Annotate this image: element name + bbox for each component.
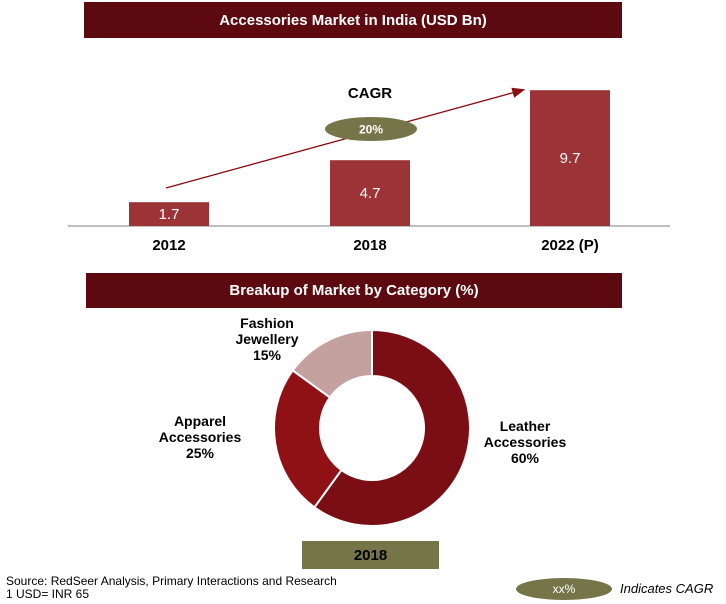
donut-chart: Leather Accessories 60%Apparel Accessories 2…: [159, 315, 567, 527]
donut-label-line: 15%: [253, 347, 282, 363]
source-note: Source: RedSeer Analysis, Primary Intera…: [6, 575, 337, 601]
donut-year-badge: 2018: [302, 541, 439, 569]
bar-chart: 1.7 2012 4.7 2018 9.7 2022 (P) CAGR 20%: [68, 85, 670, 254]
x-tick-label: 2022 (P): [541, 237, 599, 254]
donut-label-line: 25%: [186, 445, 215, 461]
currency-note: 1 USD= INR 65: [6, 587, 90, 601]
donut-label-line: 60%: [511, 450, 540, 466]
source-line: Source: RedSeer Analysis, Primary Intera…: [6, 574, 337, 588]
x-tick-label: 2018: [353, 237, 386, 254]
donut-slice-label: Leather Accessories 60%: [484, 418, 567, 466]
cagr-legend-text: Indicates CAGR: [620, 581, 714, 596]
bar-chart-title: Accessories Market in India (USD Bn): [84, 2, 622, 38]
bar-2018: [330, 160, 410, 226]
bar-2012: [129, 202, 209, 226]
donut-slice-2: [291, 328, 373, 399]
donut-chart-title: Breakup of Market by Category (%): [86, 273, 622, 308]
cagr-label: CAGR: [348, 85, 392, 102]
x-tick-label: 2012: [152, 237, 185, 254]
bar-value-label: 4.7: [360, 185, 381, 202]
donut-label-line: Leather: [500, 418, 551, 434]
donut-label-line: Apparel: [174, 413, 226, 429]
donut-slice-label: Apparel Accessories 25%: [159, 413, 242, 461]
bar-2022 (P): [530, 90, 610, 226]
cagr-legend-oval: xx%: [516, 578, 612, 600]
donut-slice-1: [273, 368, 343, 509]
donut-label-line: Accessories: [159, 429, 242, 445]
donut-label-line: Accessories: [484, 434, 567, 450]
donut-label-line: Fashion: [240, 315, 294, 331]
donut-slice-label: Fashion Jewellery 15%: [235, 315, 298, 363]
cagr-oval: [325, 117, 417, 141]
cagr-value: 20%: [359, 123, 383, 137]
bar-value-label: 1.7: [159, 206, 180, 223]
donut-label-line: Jewellery: [235, 331, 298, 347]
bar-value-label: 9.7: [560, 150, 581, 167]
donut-slice-0: [312, 328, 471, 527]
